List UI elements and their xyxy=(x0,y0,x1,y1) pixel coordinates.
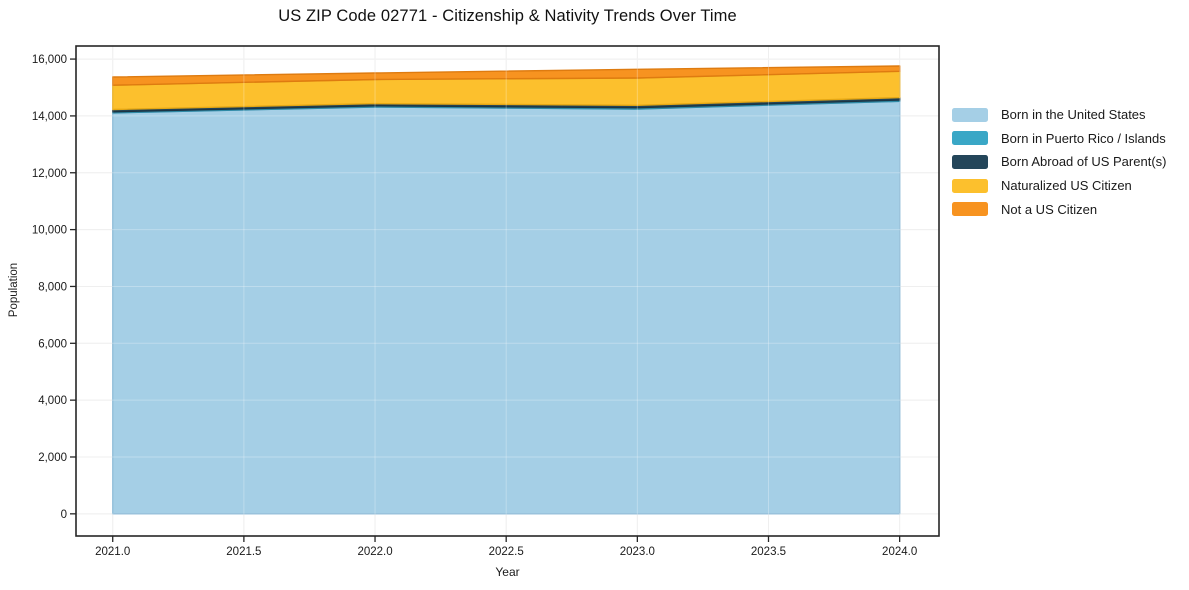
legend-label: Born Abroad of US Parent(s) xyxy=(1001,154,1167,170)
legend-item-born-in-puerto-rico-islands: Born in Puerto Rico / Islands xyxy=(952,127,1166,151)
chart-title: US ZIP Code 02771 - Citizenship & Nativi… xyxy=(278,7,737,25)
x-tick-label: 2021.5 xyxy=(226,546,261,558)
y-tick-label: 10,000 xyxy=(32,225,67,237)
x-tick-label: 2023.0 xyxy=(620,546,655,558)
legend-swatch-icon xyxy=(952,178,988,193)
y-axis-label: Population xyxy=(8,262,20,318)
x-tick-label: 2021.0 xyxy=(95,546,130,558)
legend-item-born-in-the-united-states: Born in the United States xyxy=(952,103,1166,127)
y-tick-label: 8,000 xyxy=(38,281,67,293)
legend: Born in the United States Born in Puerto … xyxy=(952,103,1166,221)
legend-label: Born in the United States xyxy=(1001,107,1146,123)
y-tick-label: 4,000 xyxy=(38,395,67,407)
legend-item-naturalized-us-citizen: Naturalized US Citizen xyxy=(952,174,1166,198)
y-tick-label: 16,000 xyxy=(32,54,67,66)
x-tick-label: 2022.0 xyxy=(357,546,392,558)
legend-label: Naturalized US Citizen xyxy=(1001,178,1132,194)
area-not-a-us-citizen xyxy=(112,65,901,86)
x-tick-label: 2022.5 xyxy=(489,546,524,558)
x-tick-label: 2023.5 xyxy=(751,546,786,558)
legend-label: Born in Puerto Rico / Islands xyxy=(1001,130,1166,146)
legend-swatch-icon xyxy=(952,154,988,169)
legend-swatch-icon xyxy=(952,131,988,146)
y-tick-label: 12,000 xyxy=(32,168,67,180)
y-tick-label: 0 xyxy=(61,509,67,521)
legend-swatch-icon xyxy=(952,107,988,122)
legend-label: Not a US Citizen xyxy=(1001,201,1098,217)
y-tick-label: 6,000 xyxy=(38,338,67,350)
legend-item-born-abroad-of-us-parent-s: Born Abroad of US Parent(s) xyxy=(952,150,1166,174)
x-axis-label: Year xyxy=(495,565,520,579)
y-tick-label: 2,000 xyxy=(38,452,67,464)
x-tick-label: 2024.0 xyxy=(882,546,917,558)
legend-swatch-icon xyxy=(952,202,988,217)
y-tick-label: 14,000 xyxy=(32,111,67,123)
legend-item-not-a-us-citizen: Not a US Citizen xyxy=(952,197,1166,221)
plot-border xyxy=(75,45,940,537)
